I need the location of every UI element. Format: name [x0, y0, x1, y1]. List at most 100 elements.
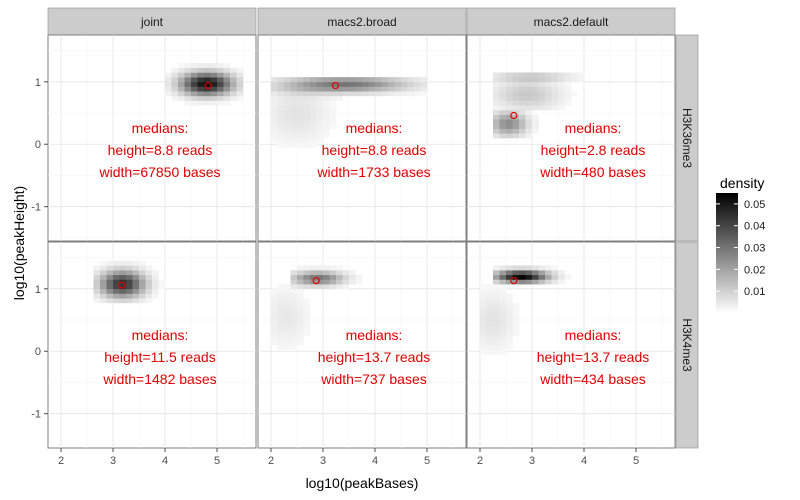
- density-tile: [126, 284, 133, 290]
- density-tile: [303, 279, 311, 285]
- density-tile: [145, 279, 153, 285]
- density-tile: [277, 91, 285, 97]
- density-tile: [290, 142, 298, 148]
- density-tile: [310, 133, 317, 139]
- density-tile: [506, 316, 513, 322]
- density-tile: [284, 307, 291, 313]
- density-tile: [284, 335, 291, 341]
- y-tick-label: 0: [35, 139, 41, 151]
- density-tile: [368, 86, 376, 92]
- y-tick-label: -1: [31, 202, 41, 214]
- x-tick-label: 5: [633, 455, 639, 467]
- density-tile: [119, 270, 127, 276]
- density-tile: [145, 288, 153, 294]
- density-tile: [310, 284, 317, 290]
- density-tile: [316, 86, 324, 92]
- density-tile: [420, 91, 428, 97]
- legend-tick-label: 0.03: [744, 243, 765, 255]
- density-tile: [336, 284, 343, 290]
- density-tile: [342, 77, 350, 83]
- density-tile: [290, 330, 298, 336]
- density-tile: [303, 326, 311, 332]
- density-tile: [290, 86, 298, 92]
- density-tile: [303, 86, 311, 92]
- density-tile: [329, 91, 337, 97]
- density-tile: [506, 307, 513, 313]
- density-tile: [493, 86, 500, 92]
- density-tile: [119, 293, 127, 299]
- density-tile: [277, 307, 285, 313]
- density-tile: [297, 77, 304, 83]
- density-tile: [532, 91, 539, 97]
- density-tile: [197, 77, 205, 83]
- density-tile: [277, 330, 285, 336]
- density-tile: [106, 274, 114, 280]
- density-tile: [236, 72, 244, 78]
- density-tile: [106, 288, 114, 294]
- density-tiles: [165, 63, 244, 106]
- column-strip-label: joint: [140, 15, 164, 29]
- density-tile: [119, 284, 127, 290]
- density-tile: [204, 63, 211, 69]
- density-tile: [388, 81, 395, 87]
- density-tile: [577, 72, 585, 78]
- density-tile: [564, 86, 572, 92]
- density-tile: [113, 260, 120, 266]
- density-tile: [290, 123, 298, 129]
- density-tile: [171, 67, 179, 73]
- density-tile: [158, 279, 166, 285]
- density-tile: [381, 81, 389, 87]
- density-tile: [191, 77, 198, 83]
- density-tile: [297, 298, 304, 304]
- density-tile: [480, 321, 487, 327]
- density-tile: [506, 345, 513, 350]
- density-tile: [297, 133, 304, 139]
- density-tile: [106, 265, 114, 271]
- density-tile: [284, 316, 291, 322]
- density-tile: [297, 316, 304, 322]
- density-tile: [362, 91, 369, 97]
- density-tile: [506, 312, 513, 318]
- density-tile: [290, 302, 298, 308]
- density-tile: [532, 77, 539, 83]
- density-tile: [512, 123, 520, 129]
- density-tile: [564, 91, 572, 97]
- median-annotation-line: width=1733 bases: [316, 164, 430, 180]
- density-tile: [525, 265, 533, 271]
- density-tile: [290, 345, 298, 350]
- density-tile: [290, 307, 298, 313]
- density-tile: [506, 81, 513, 87]
- density-tile: [499, 72, 507, 78]
- density-tile: [480, 326, 487, 332]
- density-tile: [506, 274, 513, 280]
- density-tile: [271, 288, 278, 294]
- density-tile: [284, 128, 291, 134]
- facet-panels: medians: height=8.8 reads width=67850 base…: [47, 34, 676, 449]
- density-tile: [297, 91, 304, 97]
- density-tile: [486, 284, 494, 290]
- density-tile: [132, 293, 140, 299]
- density-tile: [297, 265, 304, 271]
- median-annotation-line: width=480 bases: [539, 164, 645, 180]
- density-tile: [230, 67, 237, 73]
- density-tile: [564, 274, 572, 280]
- density-tile: [506, 95, 513, 101]
- density-tile: [139, 293, 146, 299]
- density-tile: [191, 63, 198, 69]
- density-tile: [519, 114, 526, 120]
- median-annotation-line: height=8.8 reads: [108, 142, 213, 158]
- density-tile: [486, 316, 494, 322]
- density-tile: [499, 302, 507, 308]
- density-tile: [284, 340, 291, 346]
- density-tile: [152, 288, 159, 294]
- density-tile: [512, 109, 520, 115]
- x-tick-label: 3: [529, 455, 535, 467]
- density-tile: [506, 133, 513, 139]
- density-tile: [564, 77, 572, 83]
- density-tile: [271, 307, 278, 313]
- density-tile: [323, 91, 330, 97]
- density-tile: [519, 270, 526, 276]
- facet-panel: medians: height=8.8 reads width=1733 bases: [257, 34, 467, 242]
- density-tile: [493, 119, 500, 125]
- density-tile: [512, 265, 520, 271]
